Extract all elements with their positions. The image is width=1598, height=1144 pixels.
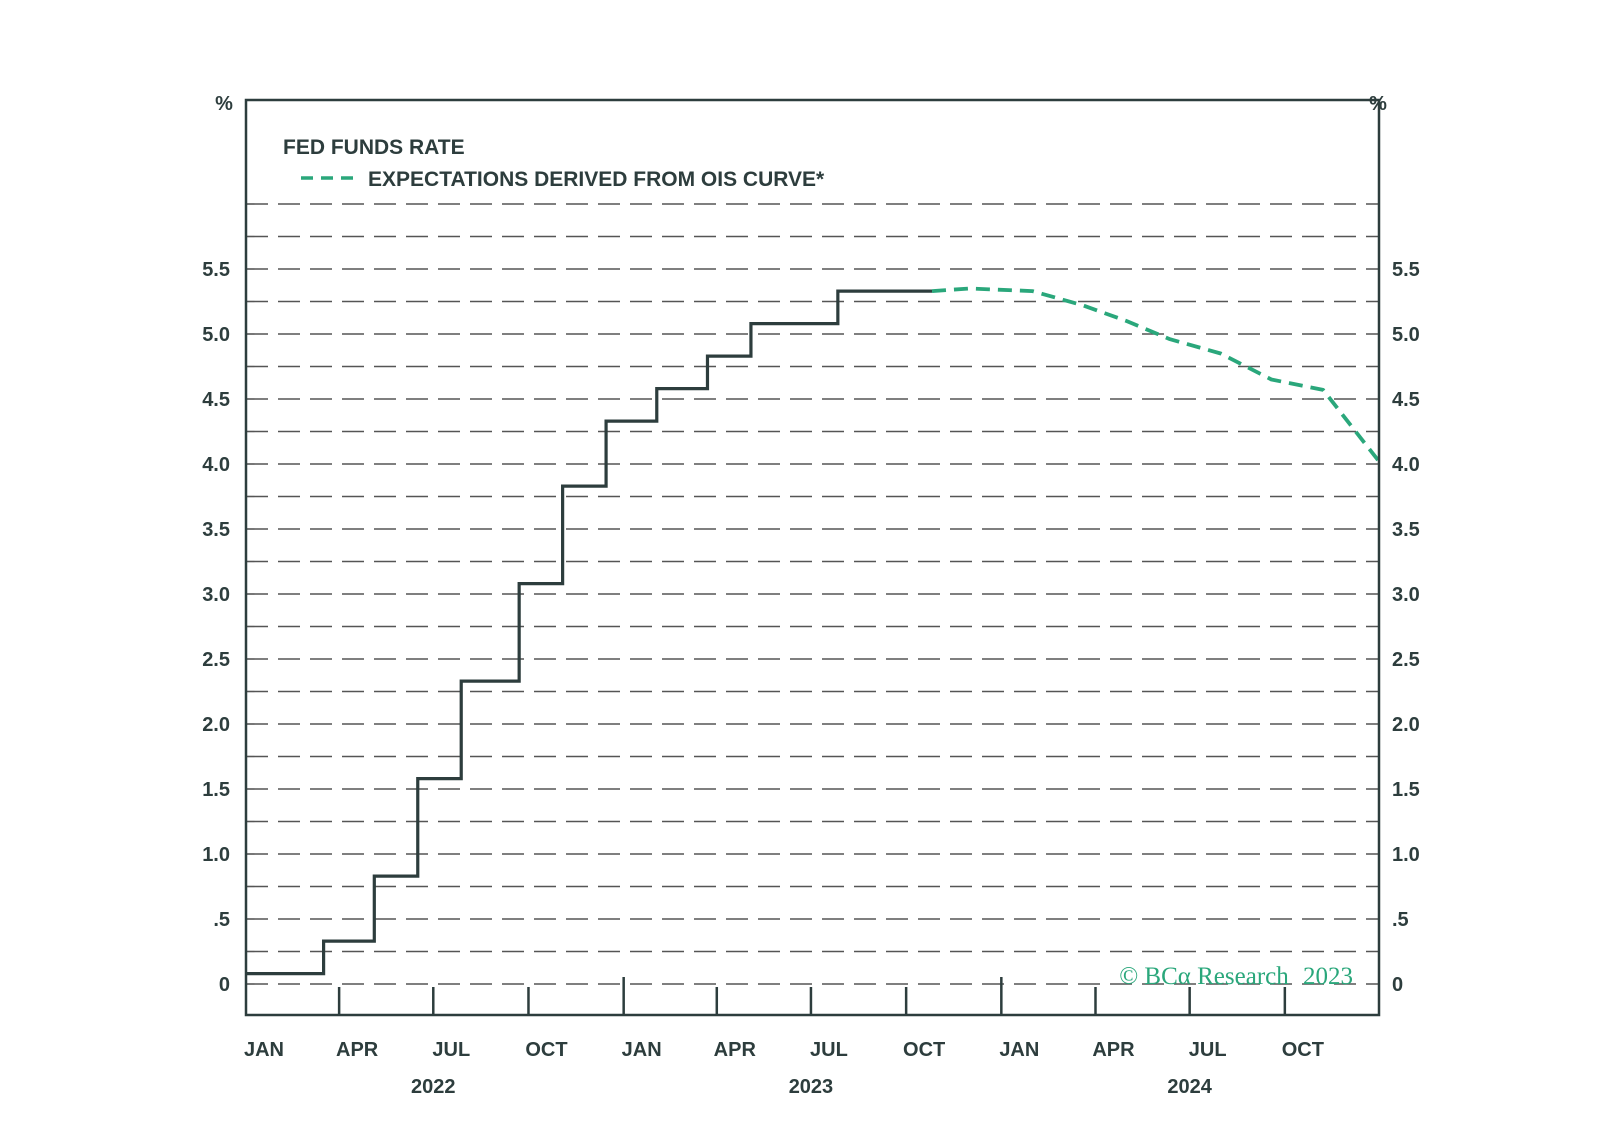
watermark-year: 2023 [1303,963,1353,990]
x-year-label: 2023 [789,1076,834,1098]
series [246,286,1381,976]
x-month-label: JAN [622,1039,662,1061]
y-tick-label-left: 4.5 [202,389,230,411]
y-tick-label-right: 5.5 [1392,259,1420,281]
y-tick-label-left: 5.5 [202,259,230,281]
watermark-brand: © BCα Research [1119,963,1289,990]
axis-ticks [337,977,1287,1015]
x-month-label: JAN [999,1039,1039,1061]
series-line-fed-funds-rate [246,289,933,976]
legend-title: FED FUNDS RATE [283,136,465,159]
series-line-ois-expectations [931,286,1381,463]
y-tick-label-left: .5 [213,909,230,931]
y-tick-label-right: 3.5 [1392,519,1420,541]
y-tick-label-left: 2.0 [202,714,230,736]
y-tick-label-left: 3.0 [202,584,230,606]
y-tick-label-left: 1.0 [202,844,230,866]
axis-labels: 0 0 .5 .5 1.0 1.0 1.5 1.5 2.0 2.0 2.5 2.5 3.0 3.0 3.5 3… [202,259,1420,1098]
x-year-label: 2022 [411,1076,456,1098]
y-tick-label-right: 1.5 [1392,779,1420,801]
y-tick-label-right: 1.0 [1392,844,1420,866]
x-month-label: APR [1092,1039,1135,1061]
x-month-label: OCT [903,1039,945,1061]
x-month-label: JAN [244,1039,284,1061]
y-axis-unit-right: % [1369,93,1387,115]
y-tick-label-left: 2.5 [202,649,230,671]
y-tick-label-left: 1.5 [202,779,230,801]
x-month-label: JUL [810,1039,848,1061]
legend: FED FUNDS RATE EXPECTATIONS DERIVED FROM… [283,136,825,191]
bca-watermark: © BCα Research 2023 [1119,963,1353,990]
y-tick-label-left: 4.0 [202,454,230,476]
y-tick-label-left: 3.5 [202,519,230,541]
y-tick-label-right: 4.5 [1392,389,1420,411]
y-tick-label-left: 5.0 [202,324,230,346]
x-month-label: OCT [1282,1039,1324,1061]
y-tick-label-left: 0 [219,974,230,996]
plot-frame [244,98,1381,1017]
y-tick-label-right: 3.0 [1392,584,1420,606]
x-month-label: APR [336,1039,379,1061]
y-tick-label-right: 2.0 [1392,714,1420,736]
y-tick-label-right: 2.5 [1392,649,1420,671]
y-tick-label-right: 5.0 [1392,324,1420,346]
y-tick-label-right: 4.0 [1392,454,1420,476]
grid-lines [246,203,1379,985]
x-year-label: 2024 [1167,1076,1212,1098]
y-tick-label-right: .5 [1392,909,1409,931]
y-axis-unit-left: % [215,93,233,115]
x-month-label: JUL [432,1039,470,1061]
x-month-label: APR [714,1039,757,1061]
x-month-label: OCT [525,1039,567,1061]
x-month-label: JUL [1189,1039,1227,1061]
legend-entry-ois: EXPECTATIONS DERIVED FROM OIS CURVE* [368,168,825,191]
y-tick-label-right: 0 [1392,974,1403,996]
